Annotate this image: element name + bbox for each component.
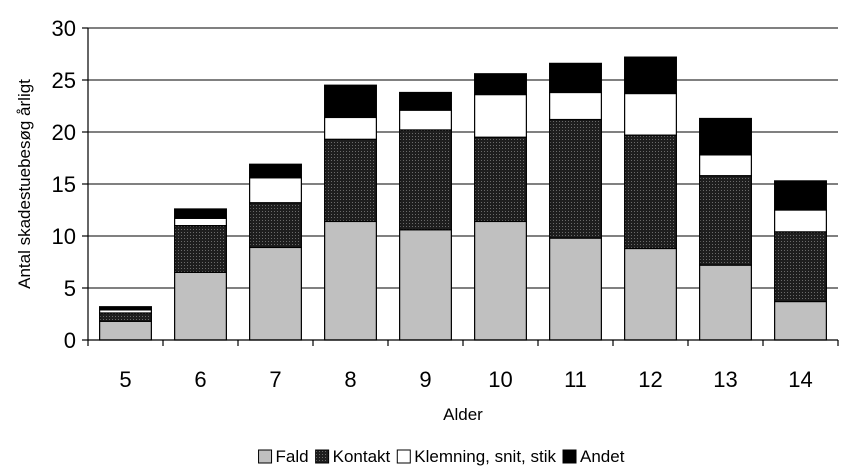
bar-segment-andet-14 <box>774 180 827 211</box>
bar-segment-fald-8 <box>324 220 377 341</box>
bar-segment-fald-11 <box>549 237 602 341</box>
bar-segment-andet-9 <box>399 91 452 111</box>
bar-segment-fald-14 <box>774 300 827 341</box>
x-tick-label: 10 <box>488 367 512 392</box>
bars <box>99 56 827 341</box>
y-tick-label: 10 <box>52 224 76 249</box>
x-tick-label: 5 <box>119 367 131 392</box>
bar-segment-kontakt-9 <box>399 129 452 231</box>
x-tick-label: 8 <box>344 367 356 392</box>
bar-segment-fald-13 <box>699 264 752 341</box>
y-axis-title: Antal skadestuebesøg årligt <box>15 79 34 289</box>
bar-segment-kontakt-5 <box>99 312 152 322</box>
bar-segment-andet-13 <box>699 117 752 156</box>
x-tick-label: 11 <box>564 367 587 392</box>
x-tick-label: 13 <box>713 367 737 392</box>
bar-segment-andet-8 <box>324 84 377 119</box>
bar-segment-andet-6 <box>174 208 227 219</box>
y-tick-label: 20 <box>52 120 76 145</box>
legend-swatch-kontakt <box>315 449 330 464</box>
bar-segment-fald-12 <box>624 247 677 341</box>
legend-swatch-klemning-snit-stik <box>396 449 411 464</box>
y-tick-labels: 0 5 10 15 20 25 30 <box>52 16 76 353</box>
bar-segment-kontakt-6 <box>174 225 227 274</box>
bar-segment-fald-10 <box>474 220 527 341</box>
bar-segment-klemning-snit-stik-13 <box>699 154 752 177</box>
bar-segment-fald-5 <box>99 320 152 341</box>
x-tick-labels: 5 6 7 8 9 10 11 12 13 14 <box>119 367 812 392</box>
bar-segment-andet-7 <box>249 163 302 179</box>
legend-swatch-fald <box>258 449 273 464</box>
bar-segment-klemning-snit-stik-14 <box>774 209 827 233</box>
x-tick-label: 7 <box>269 367 281 392</box>
x-axis-title: Alder <box>443 405 483 424</box>
bar-segment-klemning-snit-stik-11 <box>549 91 602 121</box>
bar-segment-kontakt-14 <box>774 231 827 303</box>
bar-segment-kontakt-12 <box>624 134 677 250</box>
legend-label-klemning-snit-stik: Klemning, snit, stik <box>414 447 556 466</box>
bar-segment-fald-6 <box>174 271 227 341</box>
bar-segment-andet-11 <box>549 62 602 94</box>
bar-segment-andet-10 <box>474 73 527 96</box>
bar-segment-kontakt-11 <box>549 118 602 239</box>
y-tick-label: 5 <box>64 276 76 301</box>
bar-segment-andet-12 <box>624 56 677 95</box>
x-tick-label: 6 <box>194 367 206 392</box>
bar-segment-fald-9 <box>399 229 452 341</box>
bar-segment-klemning-snit-stik-6 <box>174 217 227 227</box>
y-tick-label: 30 <box>52 16 76 41</box>
axes <box>82 27 839 346</box>
bar-segment-kontakt-10 <box>474 136 527 223</box>
legend-label-kontakt: Kontakt <box>333 447 391 466</box>
y-tick-label: 0 <box>64 328 76 353</box>
x-tick-label: 9 <box>419 367 431 392</box>
legend-label-andet: Andet <box>580 447 625 466</box>
bar-segment-klemning-snit-stik-10 <box>474 93 527 138</box>
bar-segment-kontakt-8 <box>324 138 377 223</box>
y-tick-label: 15 <box>52 172 76 197</box>
bar-segment-klemning-snit-stik-12 <box>624 92 677 136</box>
bar-segment-kontakt-13 <box>699 175 752 266</box>
bar-segment-klemning-snit-stik-8 <box>324 116 377 140</box>
legend-swatch-andet <box>562 449 577 464</box>
bar-segment-klemning-snit-stik-7 <box>249 177 302 204</box>
bar-segment-kontakt-7 <box>249 202 302 249</box>
bar-segment-fald-7 <box>249 246 302 341</box>
legend-label-fald: Fald <box>276 447 309 466</box>
bar-segment-andet-5 <box>99 306 152 311</box>
bar-segment-klemning-snit-stik-9 <box>399 109 452 131</box>
legend: Fald Kontakt Klemning, snit, stik Andet <box>258 447 625 466</box>
y-tick-label: 25 <box>52 68 76 93</box>
x-tick-label: 12 <box>638 367 662 392</box>
x-tick-label: 14 <box>788 367 812 392</box>
